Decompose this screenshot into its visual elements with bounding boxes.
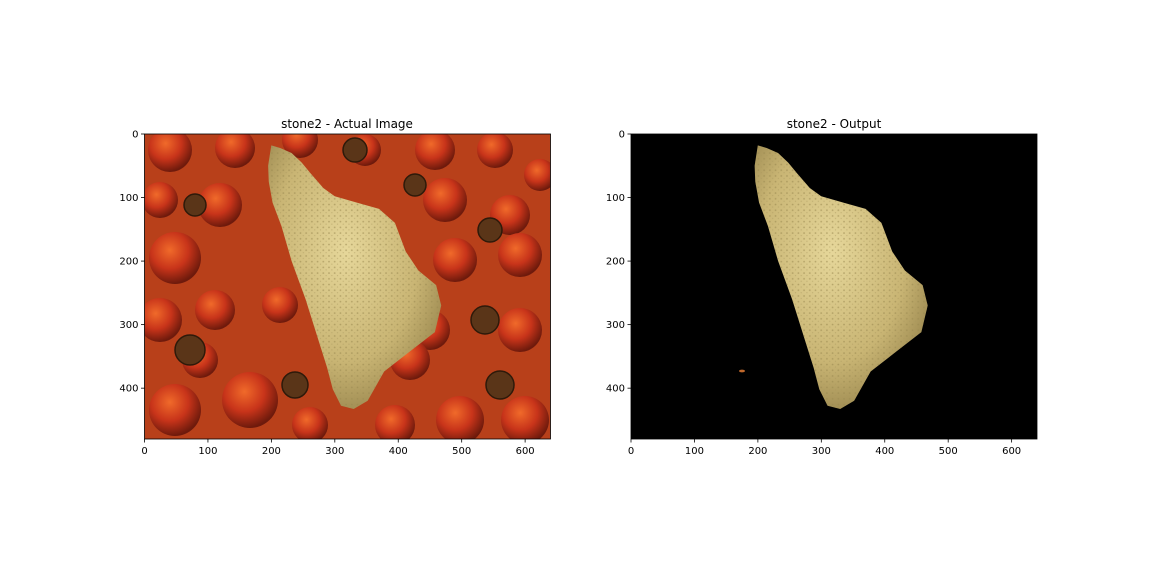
apple xyxy=(524,159,556,191)
x-tick-label-actual: 0 xyxy=(141,446,147,457)
x-tick-label-actual: 200 xyxy=(262,446,281,457)
pinecone xyxy=(343,138,367,162)
y-tick-label-output: 0 xyxy=(619,130,625,141)
apple xyxy=(222,372,278,428)
pinecone xyxy=(471,306,499,334)
y-tick-label-actual: 100 xyxy=(119,193,138,204)
apple xyxy=(149,232,201,284)
x-tick-label-actual: 500 xyxy=(452,446,471,457)
apple xyxy=(292,407,328,443)
pinecone xyxy=(184,194,206,216)
y-tick-label-output: 200 xyxy=(606,257,625,268)
y-tick-label-actual: 0 xyxy=(132,130,138,141)
apple xyxy=(148,128,192,172)
actual-image xyxy=(138,122,556,445)
apple xyxy=(195,290,235,330)
pinecone xyxy=(478,218,502,242)
apple xyxy=(433,238,477,282)
apple xyxy=(498,308,542,352)
apple xyxy=(415,130,455,170)
apple xyxy=(436,396,484,444)
pinecone xyxy=(175,335,205,365)
x-tick-label-actual: 600 xyxy=(516,446,535,457)
pinecone xyxy=(486,371,514,399)
x-tick-label-output: 100 xyxy=(685,446,704,457)
x-tick-label-output: 400 xyxy=(875,446,894,457)
apple xyxy=(149,384,201,436)
x-tick-label-actual: 100 xyxy=(198,446,217,457)
x-tick-label-output: 200 xyxy=(748,446,767,457)
apple xyxy=(423,178,467,222)
output-image xyxy=(631,134,1037,439)
x-tick-label-actual: 400 xyxy=(389,446,408,457)
x-tick-label-output: 600 xyxy=(1002,446,1021,457)
apple xyxy=(498,233,542,277)
x-tick-label-output: 300 xyxy=(812,446,831,457)
actual-image-title: stone2 - Actual Image xyxy=(281,117,413,131)
y-tick-label-output: 300 xyxy=(606,320,625,331)
apple xyxy=(477,132,513,168)
pinecone xyxy=(282,372,308,398)
pinecone xyxy=(404,174,426,196)
apple xyxy=(501,396,549,444)
output-speck xyxy=(739,370,745,373)
y-tick-label-output: 100 xyxy=(606,193,625,204)
subplot-output: stone2 - Output 0 100 200 300 400 500 600 0 100 2… xyxy=(606,117,1037,457)
output-title: stone2 - Output xyxy=(787,117,882,131)
y-tick-label-output: 400 xyxy=(606,384,625,395)
subplot-actual-image: stone2 - Actual Image 0 100 200 300 400 500 60… xyxy=(119,117,556,457)
y-tick-label-actual: 300 xyxy=(119,320,138,331)
y-tick-label-actual: 400 xyxy=(119,384,138,395)
x-tick-label-output: 500 xyxy=(939,446,958,457)
x-tick-label-actual: 300 xyxy=(325,446,344,457)
apple xyxy=(142,182,178,218)
apple xyxy=(262,287,298,323)
y-tick-label-actual: 200 xyxy=(119,257,138,268)
x-tick-label-output: 0 xyxy=(628,446,634,457)
